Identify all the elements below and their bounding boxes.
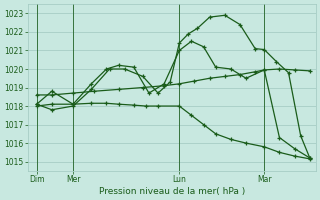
- X-axis label: Pression niveau de la mer( hPa ): Pression niveau de la mer( hPa ): [99, 187, 245, 196]
